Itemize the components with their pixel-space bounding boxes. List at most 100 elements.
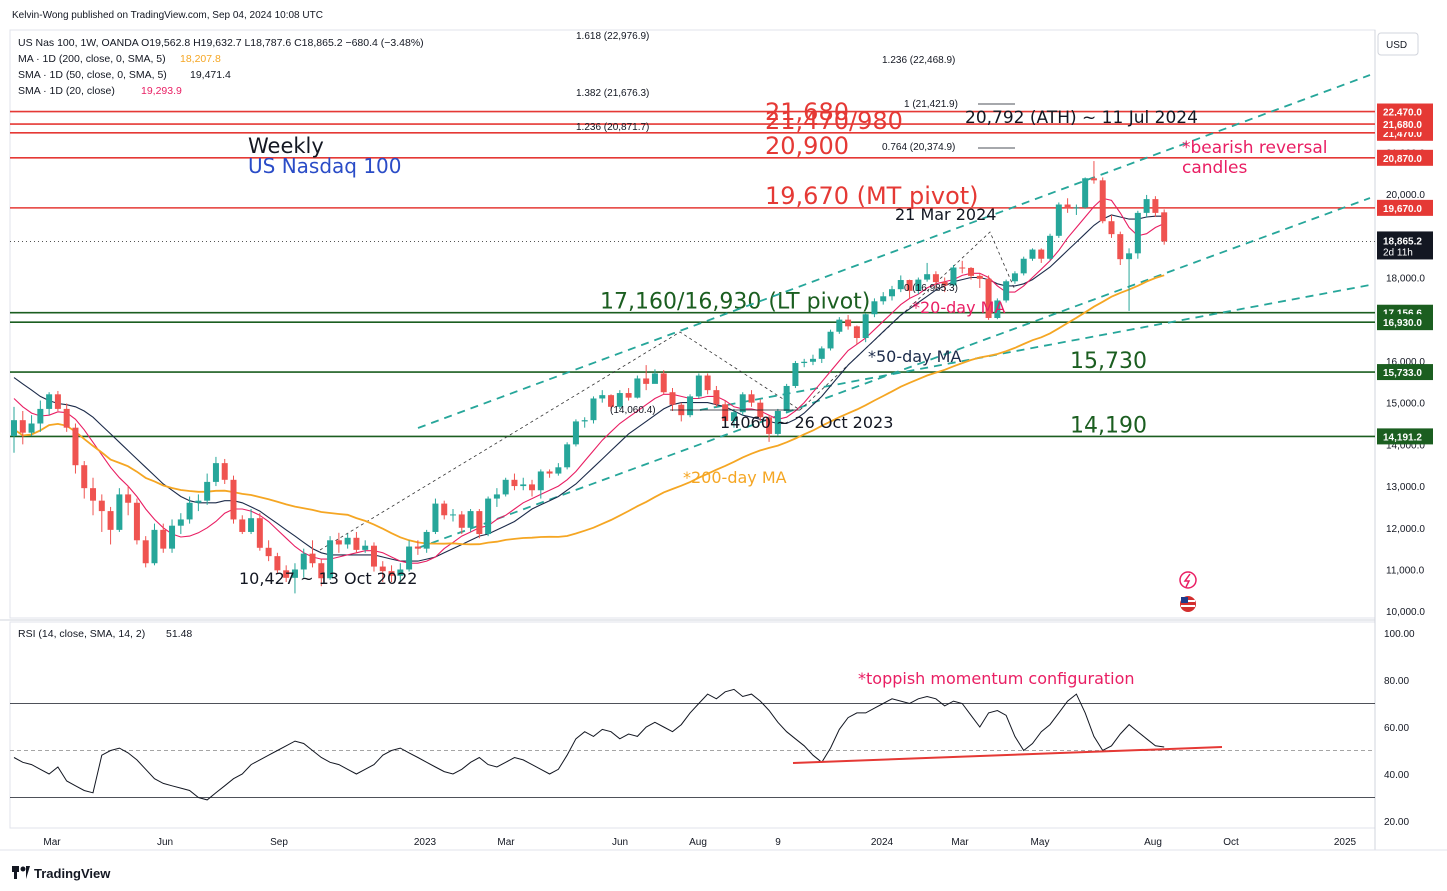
candle-body [853, 326, 860, 338]
candle-body [520, 484, 527, 487]
fib-label: 1.618 (22,976.9) [576, 31, 649, 42]
candle-body [897, 280, 904, 290]
currency-button[interactable] [1377, 32, 1419, 56]
candle-body [739, 394, 746, 413]
price-tag [1377, 314, 1433, 331]
price-line-label: 19,670 (MT pivot) [765, 182, 979, 210]
candle-body [924, 274, 931, 280]
candle-body [169, 525, 176, 549]
price-pane [9, 29, 1376, 619]
fib-label: 1.236 (20,871.7) [576, 122, 649, 133]
x-tick-label: Mar [951, 837, 969, 848]
y-tick-label: 10,000.0 [1386, 607, 1425, 618]
x-tick-label: Mar [43, 837, 61, 848]
fib-label: 1.382 (21,676.3) [576, 88, 649, 99]
rsi-tick-label: 100.00 [1384, 629, 1415, 640]
candle-body [46, 394, 53, 409]
candle-body [37, 408, 44, 424]
rsi-tick-label: 60.00 [1384, 723, 1409, 734]
candle-body [1082, 178, 1089, 208]
price-tag-label: 21,680.0 [1383, 120, 1422, 131]
candle-body [133, 502, 140, 541]
price-line-label: 21,470/980 [765, 107, 903, 135]
candle-body [827, 331, 834, 349]
price-line-label: 15,730 [1070, 349, 1147, 374]
price-tag [1377, 116, 1433, 133]
candle-body [651, 373, 658, 384]
candle-body [801, 361, 808, 364]
candle-body [906, 280, 913, 291]
candle-body [608, 395, 615, 407]
candle-body [177, 519, 184, 526]
candle-body [669, 392, 676, 405]
candle-body [388, 571, 395, 576]
candle-body [889, 289, 895, 297]
price-line-label: 14,190 [1070, 413, 1147, 438]
candle-body [1003, 281, 1010, 301]
rsi-legend-value: 51.48 [166, 628, 192, 640]
candle-body [687, 396, 694, 416]
candle-body [186, 502, 193, 520]
price-line-label: 20,900 [765, 132, 849, 160]
candle-body [1126, 253, 1133, 260]
y-tick-label: 11,000.0 [1386, 565, 1425, 576]
candle-body [1064, 204, 1071, 209]
candle-body [766, 417, 773, 434]
price-tag [1377, 364, 1433, 381]
price-line-label: 21,680 [765, 98, 849, 126]
fib-label: 1.236 (22,468.9) [882, 55, 955, 66]
price-tag [1377, 149, 1433, 166]
candle-body [450, 514, 456, 516]
candle-body [81, 465, 88, 489]
x-tick-label: Jun [157, 837, 173, 848]
tradingview-logo-icon[interactable] [12, 866, 30, 879]
candle-body [335, 540, 342, 545]
candle-body [695, 375, 702, 397]
channel-line-2[interactable] [699, 284, 1371, 411]
candle-body [1029, 249, 1036, 259]
candle-body [116, 494, 123, 530]
sma20-legend-value: 19,293.9 [141, 85, 182, 97]
price-axis[interactable]: 10,000.0 11,000.0 12,000.0 13,000.0 14,000.0… [1386, 107, 1425, 619]
candle-body [1020, 258, 1027, 274]
sma50-legend: SMA · 1D (50, close, 0, SMA, 5) [18, 69, 167, 81]
candle-body [599, 395, 606, 399]
ath-annotation: 20,792 (ATH) ~ 11 Jul 2024 [965, 108, 1198, 128]
candle-body [204, 481, 211, 501]
current-price-countdown: 2d 11h [1383, 247, 1413, 258]
candle-body [397, 569, 404, 576]
candle-body [274, 556, 281, 571]
candle-body [1134, 212, 1141, 254]
candle-body [985, 278, 992, 318]
candle-body [880, 296, 887, 302]
candle-body [774, 410, 781, 434]
candle-body [581, 420, 588, 422]
lightning-icon[interactable] [1179, 571, 1197, 589]
fib-labels: 1.618 (22,976.9) 1.236 (22,468.9) 1.382 (2… [576, 31, 1015, 416]
candle-body [713, 390, 720, 405]
price-tag-label: 20,870.0 [1383, 154, 1422, 165]
y-tick-label: 16,000.0 [1386, 357, 1425, 368]
candle-body [1055, 204, 1062, 236]
price-tag [1377, 103, 1433, 120]
time-axis[interactable]: Mar Jun Sep 2023 Mar Jun Aug 9 2024 Mar May Aug Oct 2… [43, 837, 1356, 848]
x-tick-label: Mar [497, 837, 515, 848]
candle-body [221, 463, 228, 480]
channel-line-0[interactable] [417, 74, 1371, 429]
rsi-tick-label: 80.00 [1384, 676, 1409, 687]
candle-body [98, 500, 105, 512]
candle-body [125, 494, 132, 503]
x-tick-label: 2024 [871, 837, 894, 848]
candle-body [493, 494, 500, 499]
us-flag-icon[interactable] [1180, 596, 1196, 612]
candle-body [1073, 207, 1080, 209]
rsi-trendline[interactable] [792, 746, 1223, 764]
candle-body [511, 479, 518, 487]
candle-body [529, 484, 536, 491]
candle-body [423, 531, 430, 549]
candle-body [722, 404, 729, 422]
rsi-tick-label: 40.00 [1384, 770, 1409, 781]
candle-body [467, 511, 474, 528]
tradingview-brand[interactable]: TradingView [34, 866, 111, 881]
